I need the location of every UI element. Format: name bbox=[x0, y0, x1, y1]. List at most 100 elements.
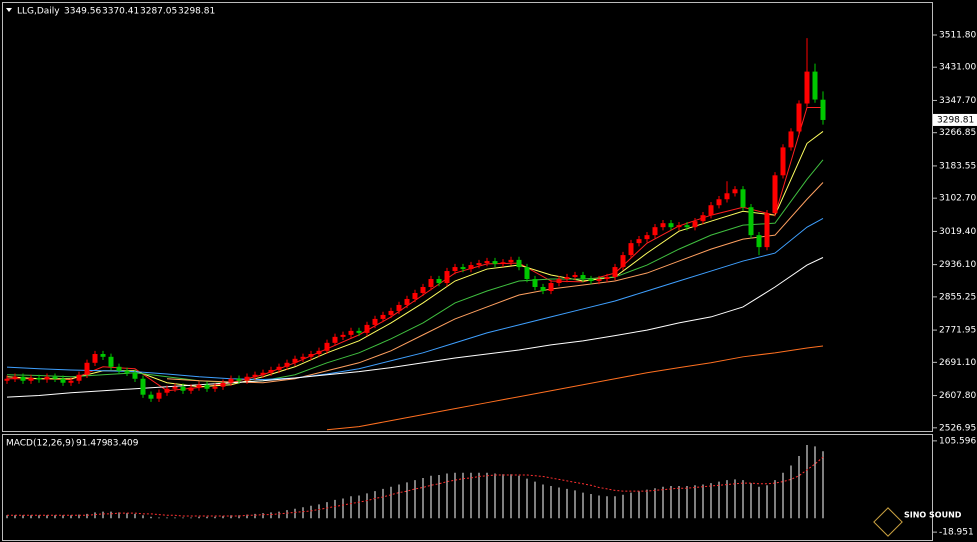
candle-body bbox=[300, 356, 306, 359]
candle-body bbox=[244, 376, 250, 381]
candle-body bbox=[388, 310, 394, 315]
candle-body bbox=[332, 336, 338, 343]
candle-body bbox=[804, 71, 810, 104]
candle-body bbox=[132, 372, 138, 379]
candle-body bbox=[484, 261, 490, 264]
candle-body bbox=[20, 376, 26, 381]
candle-body bbox=[444, 271, 450, 284]
candle-body bbox=[252, 374, 258, 377]
candle-body bbox=[236, 378, 242, 381]
candle-body bbox=[540, 287, 546, 291]
candle-body bbox=[380, 314, 386, 319]
candle-body bbox=[548, 283, 554, 291]
candle-body bbox=[100, 354, 106, 357]
y-tick-label: 2855.25 bbox=[939, 292, 976, 302]
candle-body bbox=[44, 376, 50, 380]
candle-body bbox=[60, 378, 66, 383]
candle-body bbox=[436, 279, 442, 284]
candle-body bbox=[356, 330, 362, 333]
candle-body bbox=[572, 275, 578, 278]
macd-panel-frame bbox=[2, 434, 933, 541]
candle-body bbox=[348, 330, 354, 335]
candle-body bbox=[460, 267, 466, 270]
candle-body bbox=[500, 262, 506, 264]
y-tick-label: 2691.10 bbox=[939, 358, 976, 368]
candle-body bbox=[668, 223, 674, 228]
candle-body bbox=[476, 263, 482, 266]
candle-body bbox=[788, 131, 794, 148]
candle-body bbox=[716, 199, 722, 206]
moving-average bbox=[6, 217, 824, 381]
macd-signal-value: 83.409 bbox=[107, 439, 139, 449]
y-tick-label: 2936.10 bbox=[939, 260, 976, 270]
candle-body bbox=[156, 392, 162, 399]
candle-body bbox=[420, 287, 426, 293]
candle-body bbox=[740, 189, 746, 208]
candle-body bbox=[316, 350, 322, 355]
candle-body bbox=[28, 377, 34, 381]
candle-body bbox=[588, 279, 594, 282]
moving-average bbox=[326, 345, 824, 431]
candle-body bbox=[284, 362, 290, 367]
candle-body bbox=[412, 292, 418, 299]
y-tick-label: 3511.80 bbox=[939, 30, 976, 40]
candle-body bbox=[164, 388, 170, 393]
candle-body bbox=[556, 279, 562, 284]
candle-body bbox=[228, 378, 234, 383]
price-marker-label: 3298.81 bbox=[937, 115, 974, 125]
candle-body bbox=[180, 386, 186, 391]
candle-body bbox=[108, 356, 114, 367]
candle-body bbox=[4, 378, 10, 381]
candle-body bbox=[220, 382, 226, 387]
candle-body bbox=[292, 358, 298, 363]
y-tick-label: 3347.70 bbox=[939, 96, 976, 106]
candle-body bbox=[612, 267, 618, 278]
y-tick-label: 3431.00 bbox=[939, 63, 976, 73]
candle-body bbox=[68, 380, 74, 383]
candle-body bbox=[620, 255, 626, 268]
menu-arrow[interactable] bbox=[6, 8, 12, 12]
candle-body bbox=[212, 386, 218, 389]
candle-body bbox=[364, 324, 370, 333]
y-tick-label: 2607.80 bbox=[939, 391, 976, 401]
y-tick-label: 3266.85 bbox=[939, 128, 976, 138]
candle-body bbox=[596, 279, 602, 282]
candle-body bbox=[340, 334, 346, 337]
candle-body bbox=[92, 354, 98, 363]
candle-body bbox=[564, 277, 570, 280]
candle-body bbox=[52, 376, 58, 379]
price-marker bbox=[933, 113, 977, 126]
candle-body bbox=[468, 265, 474, 270]
candle-body bbox=[820, 99, 826, 120]
candle-body bbox=[756, 235, 762, 248]
candle-body bbox=[780, 147, 786, 176]
candle-body bbox=[812, 71, 818, 100]
candle-body bbox=[636, 239, 642, 244]
candle-body bbox=[204, 384, 210, 389]
moving-average bbox=[6, 257, 824, 398]
candle-body bbox=[692, 221, 698, 228]
ohlc-low: 3287.05 bbox=[140, 7, 177, 17]
candle-body bbox=[764, 213, 770, 248]
candle-body bbox=[84, 362, 90, 375]
candle-body bbox=[324, 342, 330, 351]
candle-body bbox=[492, 261, 498, 264]
logo-mark bbox=[873, 507, 903, 537]
moving-average bbox=[6, 159, 824, 384]
candle-body bbox=[700, 215, 706, 222]
candle-body bbox=[404, 298, 410, 305]
candle-body bbox=[772, 175, 778, 214]
candle-body bbox=[260, 372, 266, 375]
candle-body bbox=[644, 235, 650, 240]
y-tick-label: 105.596 bbox=[939, 436, 976, 446]
candle-body bbox=[516, 259, 522, 268]
candle-body bbox=[12, 376, 18, 379]
macd-value: 91.479 bbox=[76, 439, 108, 449]
logo-text: SINO SOUND bbox=[904, 511, 962, 520]
candle-body bbox=[36, 377, 42, 380]
candle-body bbox=[276, 366, 282, 370]
y-tick-label: 2526.95 bbox=[939, 423, 976, 433]
candle-body bbox=[148, 394, 154, 399]
